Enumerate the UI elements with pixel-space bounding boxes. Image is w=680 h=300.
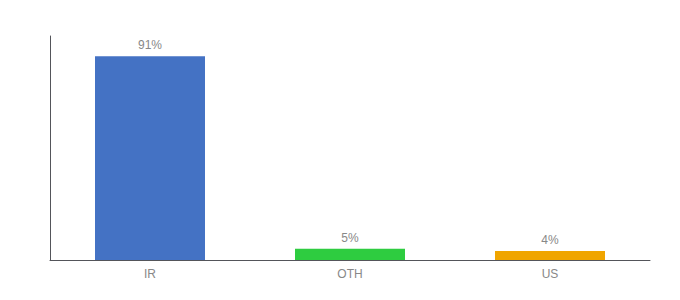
svg-text:US: US <box>542 267 559 281</box>
svg-text:91%: 91% <box>138 38 162 52</box>
svg-text:IR: IR <box>144 267 156 281</box>
svg-text:5%: 5% <box>341 231 359 245</box>
svg-text:OTH: OTH <box>337 267 362 281</box>
svg-text:4%: 4% <box>541 233 559 247</box>
